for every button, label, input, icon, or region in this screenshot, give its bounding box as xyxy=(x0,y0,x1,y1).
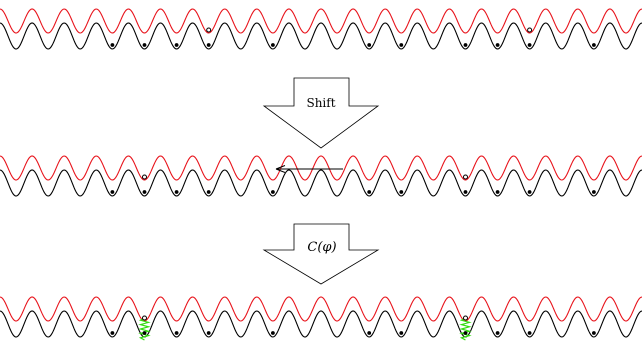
black-lattice-atom xyxy=(592,331,596,335)
red-lattice-atom xyxy=(463,174,468,180)
black-lattice-atom xyxy=(367,190,372,194)
black-lattice-atom xyxy=(367,331,372,335)
red-lattice-atom xyxy=(463,315,468,321)
red-lattice-atom xyxy=(527,27,533,33)
black-lattice-atom xyxy=(527,331,532,335)
red-lattice-atom xyxy=(142,315,147,321)
shift-direction-arrowhead xyxy=(275,165,286,173)
shift-step-label: Shift xyxy=(306,96,335,110)
coupling-step-label: C(φ) xyxy=(307,240,336,255)
black-lattice-atom xyxy=(142,190,147,194)
black-lattice-atom xyxy=(527,190,532,194)
black-lattice-atom xyxy=(399,190,404,194)
black-lattice-atom xyxy=(592,190,596,194)
lattice-row-shifted xyxy=(0,155,642,197)
black-lattice-potential xyxy=(0,169,642,197)
black-lattice-atom xyxy=(399,331,404,335)
black-lattice-atom xyxy=(271,331,275,335)
black-lattice-atom xyxy=(110,43,115,47)
black-lattice-atom xyxy=(174,190,179,194)
coupling-spring xyxy=(138,317,151,341)
black-lattice-potential xyxy=(0,22,642,50)
black-lattice-atom xyxy=(495,190,500,194)
black-lattice-atom xyxy=(174,331,179,335)
red-lattice-potential xyxy=(0,296,642,322)
black-lattice-atom xyxy=(271,43,275,47)
black-lattice-atom xyxy=(206,43,211,47)
black-lattice-atom xyxy=(527,43,532,47)
shift-step-arrow-shape xyxy=(262,77,380,149)
black-lattice-atom xyxy=(399,43,404,47)
coupling-spring xyxy=(459,317,472,341)
black-lattice-atom xyxy=(463,43,468,47)
red-lattice-potential xyxy=(0,155,642,181)
black-lattice-potential xyxy=(0,310,642,338)
black-lattice-atom xyxy=(174,43,179,47)
coupling-step-arrow: C(φ) xyxy=(262,223,380,285)
black-lattice-atom xyxy=(495,331,500,335)
black-lattice-atom xyxy=(142,331,147,335)
lattice-rows xyxy=(0,8,642,341)
lattice-row-coupled xyxy=(0,296,642,341)
coupling-step-arrow-shape xyxy=(262,223,380,285)
black-lattice-atom xyxy=(367,43,372,47)
black-lattice-atom xyxy=(206,190,211,194)
black-lattice-atom xyxy=(463,190,468,194)
black-lattice-atom xyxy=(592,43,596,47)
black-lattice-atom xyxy=(110,331,115,335)
black-lattice-atom xyxy=(271,190,275,194)
red-lattice-atom xyxy=(206,27,212,33)
black-lattice-atom xyxy=(142,43,147,47)
black-lattice-atom xyxy=(110,190,115,194)
black-lattice-atom xyxy=(495,43,500,47)
lattice-row-initial xyxy=(0,8,642,50)
red-lattice-atom xyxy=(142,174,147,180)
black-lattice-atom xyxy=(206,331,211,335)
shift-step-arrow: Shift xyxy=(262,77,380,149)
red-lattice-potential xyxy=(0,8,642,34)
black-lattice-atom xyxy=(463,331,468,335)
